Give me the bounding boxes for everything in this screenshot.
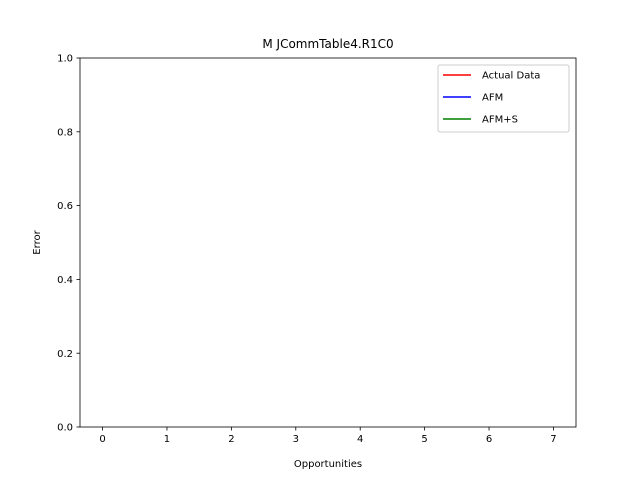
x-tick-label: 0: [99, 434, 105, 445]
y-axis: 0.0 0.2 0.4 0.6 0.8 1.0: [57, 54, 80, 434]
y-tick-label: 0.4: [57, 275, 73, 286]
chart-title: M JCommTable4.R1C0: [262, 37, 393, 51]
x-tick-label: 2: [228, 434, 234, 445]
legend-label: AFM: [482, 93, 503, 104]
legend-label: Actual Data: [482, 71, 540, 82]
x-tick-label: 4: [357, 434, 363, 445]
x-tick-label: 6: [486, 434, 492, 445]
x-axis-label: Opportunities: [294, 459, 362, 470]
y-tick-label: 1.0: [57, 54, 73, 65]
x-axis: 0 1 2 3 4 5 6 7: [99, 427, 557, 445]
y-axis-label: Error: [32, 229, 43, 254]
legend-frame: [437, 64, 570, 133]
legend: Actual Data AFM AFM+S: [437, 64, 570, 133]
x-tick-label: 3: [293, 434, 299, 445]
x-tick-label: 7: [550, 434, 556, 445]
y-tick-label: 0.2: [57, 349, 73, 360]
y-tick-label: 0.8: [57, 127, 73, 138]
x-tick-label: 1: [164, 434, 170, 445]
y-tick-label: 0.0: [57, 423, 73, 434]
legend-label: AFM+S: [482, 115, 518, 126]
x-tick-label: 5: [421, 434, 427, 445]
y-tick-label: 0.6: [57, 201, 73, 212]
